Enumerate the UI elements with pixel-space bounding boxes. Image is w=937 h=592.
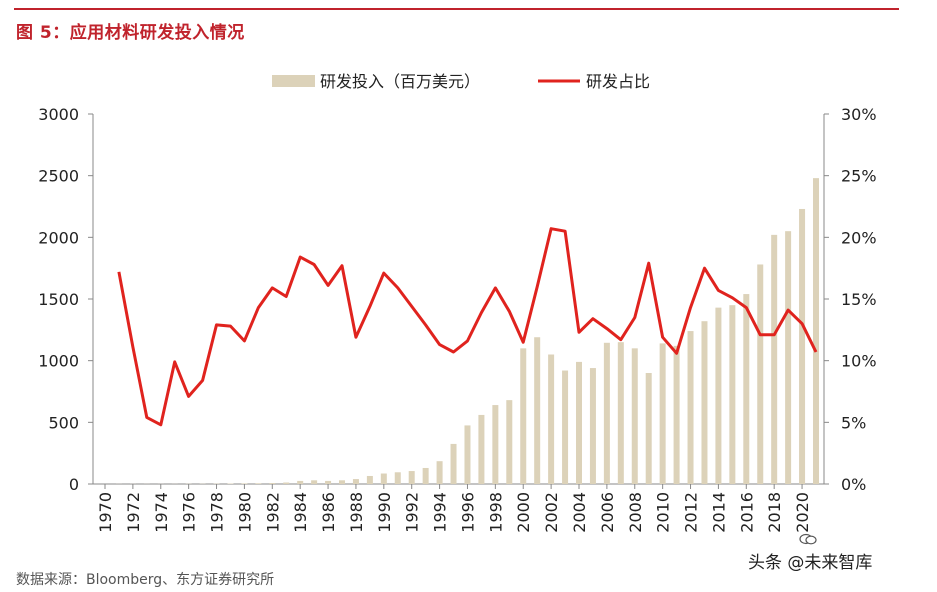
x-tick-label: 2018	[765, 492, 784, 533]
rd-ratio-line	[117, 227, 818, 427]
x-tick-label: 2006	[598, 492, 617, 533]
legend-swatch-bar	[272, 75, 315, 87]
top-rule	[14, 8, 899, 10]
bar	[422, 467, 429, 484]
x-tick-label: 1976	[180, 492, 199, 533]
bar	[380, 473, 387, 484]
bar	[701, 321, 708, 484]
bar	[673, 345, 680, 484]
bar	[297, 480, 304, 484]
y-left-tick-label: 0	[69, 475, 79, 494]
bar	[589, 368, 596, 484]
x-tick-label: 2020	[793, 492, 812, 533]
y-left-tick-label: 2500	[38, 167, 79, 186]
y-right-tick-label: 20%	[841, 228, 877, 247]
bar	[325, 480, 332, 484]
x-tick-label: 2004	[570, 492, 589, 533]
bar	[813, 178, 819, 484]
bar	[645, 373, 652, 484]
bar	[534, 337, 541, 484]
x-tick-label: 1978	[208, 492, 227, 533]
bar	[743, 294, 750, 484]
y-left-tick-label: 1000	[38, 352, 79, 371]
y-right-tick-label: 15%	[841, 290, 877, 309]
x-tick-label: 1998	[486, 492, 505, 533]
bar	[269, 483, 276, 484]
bar	[771, 234, 778, 484]
bar	[799, 208, 806, 484]
bar	[339, 480, 345, 484]
bar	[506, 400, 513, 484]
x-tick-label: 1986	[319, 492, 338, 533]
legend-label-line: 研发占比	[586, 72, 650, 91]
watermark-logo-icon	[799, 533, 817, 545]
bar	[785, 231, 792, 484]
bar	[436, 461, 443, 484]
bar	[408, 471, 415, 484]
bar	[631, 348, 638, 484]
figure-title: 图 5：应用材料研发投入情况	[16, 23, 245, 43]
line-series	[117, 227, 818, 427]
bar	[311, 480, 318, 484]
x-tick-label: 1990	[375, 492, 394, 533]
x-tick-label: 1996	[458, 492, 477, 533]
bar	[283, 482, 290, 484]
x-tick-label: 1992	[403, 492, 422, 533]
x-tick-label: 1974	[152, 492, 171, 533]
x-tick-label: 1980	[235, 492, 254, 533]
source-note: 数据来源：Bloomberg、东方证券研究所	[16, 572, 275, 588]
bar	[617, 342, 624, 484]
bar	[255, 483, 262, 484]
x-tick-label: 2008	[626, 492, 645, 533]
x-tick-label: 2010	[654, 492, 673, 533]
legend-label-bar: 研发投入（百万美元）	[320, 72, 480, 91]
bar	[352, 479, 359, 484]
x-tick-label: 1982	[263, 492, 282, 533]
bar	[562, 370, 569, 484]
legend: 研发投入（百万美元） 研发占比	[272, 72, 650, 91]
bar	[603, 342, 610, 484]
bar	[450, 443, 457, 484]
bar	[492, 405, 499, 484]
bar	[659, 343, 666, 484]
y-left-tick-label: 3000	[38, 105, 79, 124]
x-tick-label: 1994	[431, 492, 450, 533]
x-tick-label: 2014	[709, 492, 728, 533]
bar	[478, 414, 485, 484]
y-left-tick-label: 500	[48, 413, 79, 432]
bar	[464, 425, 471, 484]
bar	[548, 354, 555, 484]
bar	[576, 361, 582, 484]
y-right-tick-label: 5%	[841, 413, 866, 432]
x-tick-label: 2016	[737, 492, 756, 533]
bar	[687, 331, 694, 484]
y-right-tick-label: 25%	[841, 167, 877, 186]
y-right-tick-label: 10%	[841, 352, 877, 371]
x-tick-label: 1972	[124, 492, 143, 533]
bar-series	[115, 178, 819, 484]
watermark: 头条 @未来智库	[748, 553, 873, 573]
x-tick-label: 2012	[682, 492, 701, 533]
y-right-tick-label: 30%	[841, 105, 877, 124]
x-tick-label: 2000	[514, 492, 533, 533]
y-left-tick-label: 1500	[38, 290, 79, 309]
x-tick-label: 1970	[96, 492, 115, 533]
bar	[394, 472, 401, 484]
bar	[241, 483, 248, 484]
bar	[729, 305, 736, 484]
x-tick-label: 1984	[291, 492, 310, 533]
bar	[715, 307, 722, 484]
x-tick-label: 2002	[542, 492, 561, 533]
bar	[366, 475, 373, 484]
bar	[757, 264, 764, 484]
y-right-tick-label: 0%	[841, 475, 866, 494]
y-left-tick-label: 2000	[38, 228, 79, 247]
bar	[520, 348, 527, 484]
x-tick-label: 1988	[347, 492, 366, 533]
